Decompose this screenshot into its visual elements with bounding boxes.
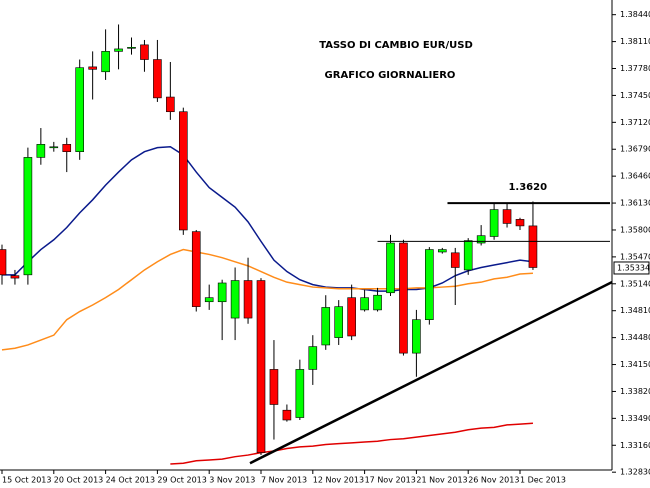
candle-body <box>114 48 123 52</box>
y-tick-label: 1.36460 <box>620 172 650 181</box>
y-tick-label: 1.35140 <box>620 279 650 288</box>
y-tick-label: 1.36130 <box>620 199 650 208</box>
candle-body <box>386 242 395 294</box>
candle-body <box>437 249 447 253</box>
candle-body <box>450 252 460 268</box>
y-tick-label: 1.34810 <box>620 306 650 315</box>
x-tick-label: 29 Oct 2013 <box>157 476 206 485</box>
x-tick-label: 3 Nov 2013 <box>209 476 255 485</box>
x-tick-label: 26 Nov 2013 <box>468 476 519 485</box>
y-tick-label: 1.33820 <box>620 387 650 396</box>
candle-body <box>204 297 214 303</box>
candle-body <box>360 297 369 311</box>
y-tick-label: 1.37450 <box>620 91 650 100</box>
candle-body <box>36 144 46 158</box>
candle-body <box>23 157 33 276</box>
x-tick-label: 1 Dec 2013 <box>520 476 566 485</box>
last-price-box <box>613 261 650 275</box>
last-price-label: 1.35334 <box>617 263 650 272</box>
candle-body <box>49 146 59 149</box>
y-tick-label: 1.35800 <box>620 225 650 234</box>
y-tick-label: 1.37120 <box>620 118 650 127</box>
x-tick-label: 20 Oct 2013 <box>54 476 103 485</box>
moving-average-line <box>1 248 533 351</box>
candle-body <box>217 282 227 303</box>
candle-body <box>476 235 486 244</box>
candle-body <box>295 369 305 418</box>
candle-body <box>127 46 136 49</box>
candle-body <box>0 249 7 276</box>
candle-body <box>373 294 382 311</box>
candle-body <box>153 59 162 99</box>
candle-body <box>243 280 253 319</box>
x-tick-label: 7 Nov 2013 <box>261 476 307 485</box>
candle-body <box>347 297 356 337</box>
candle-body <box>515 219 525 227</box>
trendline <box>249 281 613 465</box>
y-tick-label: 1.35470 <box>620 252 650 261</box>
candle-body <box>166 96 175 113</box>
x-tick-label: 12 Nov 2013 <box>313 476 364 485</box>
candle-body <box>463 240 473 271</box>
candle-body <box>334 306 344 338</box>
candle-body <box>321 307 331 346</box>
candle-body <box>140 44 149 60</box>
x-tick-label: 24 Oct 2013 <box>106 476 155 485</box>
y-tick-label: 1.34480 <box>620 333 650 342</box>
price-level-label: 1.3620 <box>508 182 547 193</box>
y-tick-label: 1.33160 <box>620 441 650 450</box>
candle-body <box>502 209 512 224</box>
candle-body <box>425 249 434 320</box>
y-tick-label: 1.37780 <box>620 64 650 73</box>
candle-body <box>10 275 20 279</box>
x-tick-label: 21 Nov 2013 <box>416 476 467 485</box>
y-tick-label: 1.38110 <box>620 37 650 46</box>
x-tick-label: 15 Oct 2013 <box>2 476 51 485</box>
y-tick-label: 1.34150 <box>620 360 650 369</box>
candle-body <box>269 369 279 405</box>
candle-body <box>399 242 408 354</box>
candle-body <box>101 51 110 73</box>
candle-body <box>412 319 421 354</box>
candle-body <box>282 409 292 421</box>
moving-average-line <box>170 422 533 465</box>
candle-body <box>191 231 201 307</box>
candle-body <box>528 225 538 268</box>
y-tick-label: 1.36790 <box>620 145 650 154</box>
y-tick-label: 1.33490 <box>620 414 650 423</box>
candle-body <box>88 66 97 70</box>
candle-body <box>230 280 240 319</box>
moving-average-line <box>2 146 534 292</box>
candle-body <box>308 346 318 370</box>
chart-title: TASSO DI CAMBIO EUR/USD <box>319 40 473 51</box>
y-tick-label: 1.38440 <box>620 10 650 19</box>
candle-body <box>179 111 188 231</box>
candle-body <box>489 209 499 237</box>
candle-body <box>62 144 72 152</box>
x-tick-label: 17 Nov 2013 <box>365 476 416 485</box>
candle-body <box>256 280 266 453</box>
chart-subtitle: GRAFICO GIORNALIERO <box>325 70 456 81</box>
candle-body <box>75 67 84 152</box>
y-tick-label: 1.32830 <box>620 468 650 477</box>
